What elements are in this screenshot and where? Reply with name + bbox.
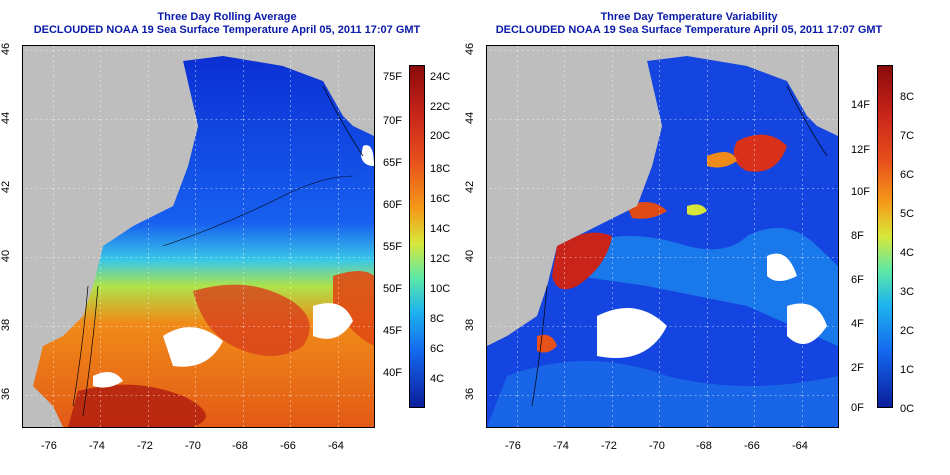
right-colorbar <box>877 65 893 408</box>
right-variability-map <box>486 45 839 428</box>
left-y-tick: 44 <box>0 111 13 125</box>
left-cbar-f-label: 70F <box>383 115 402 127</box>
left-cbar-c-label: 10C <box>430 283 451 295</box>
left-x-tick: -66 <box>280 440 296 452</box>
left-cbar-f-label: 50F <box>383 283 402 295</box>
right-cbar-c-label: 6C <box>900 169 915 181</box>
right-cbar-c-label: 1C <box>900 364 915 376</box>
right-cbar-f-label: 4F <box>851 318 864 330</box>
right-cbar-c-label: 0C <box>900 403 915 415</box>
right-cbar-f-label: 2F <box>851 362 864 374</box>
right-x-tick: -74 <box>553 440 569 452</box>
left-cbar-c-label: 24C <box>430 71 451 83</box>
left-title-line1: Three Day Rolling Average <box>157 11 297 23</box>
right-cbar-c-label: 5C <box>900 208 915 220</box>
left-cbar-c-label: 8C <box>430 313 445 325</box>
left-cbar-f-label: 45F <box>383 325 402 337</box>
left-cbar-c-label: 18C <box>430 163 451 175</box>
left-cbar-f-label: 65F <box>383 157 402 169</box>
left-cbar-c-label: 16C <box>430 193 451 205</box>
right-cbar-c-label: 2C <box>900 325 915 337</box>
left-y-tick: 40 <box>0 249 13 263</box>
left-x-tick: -64 <box>328 440 344 452</box>
right-y-tick: 46 <box>464 42 477 56</box>
right-cbar-f-label: 12F <box>851 144 870 156</box>
right-cbar-c-label: 3C <box>900 286 915 298</box>
left-cbar-c-label: 22C <box>430 101 451 113</box>
left-cbar-f-label: 55F <box>383 241 402 253</box>
right-x-tick: -64 <box>792 440 808 452</box>
right-y-tick: 44 <box>464 111 477 125</box>
right-y-tick: 42 <box>464 180 477 194</box>
right-cbar-f-label: 10F <box>851 186 870 198</box>
left-x-tick: -76 <box>41 440 57 452</box>
right-cbar-c-label: 8C <box>900 91 915 103</box>
right-x-tick: -68 <box>696 440 712 452</box>
right-cbar-f-label: 8F <box>851 230 864 242</box>
left-y-tick: 36 <box>0 387 13 401</box>
left-colorbar <box>409 65 425 408</box>
left-x-tick: -74 <box>89 440 105 452</box>
left-y-tick: 42 <box>0 180 13 194</box>
left-cbar-f-label: 60F <box>383 199 402 211</box>
right-title-line1: Three Day Temperature Variability <box>600 11 778 23</box>
left-cbar-c-label: 20C <box>430 130 451 142</box>
right-cbar-f-label: 0F <box>851 402 864 414</box>
right-cbar-f-label: 6F <box>851 274 864 286</box>
left-title-line2: DECLOUDED NOAA 19 Sea Surface Temperatur… <box>33 24 421 36</box>
left-y-tick: 38 <box>0 318 13 332</box>
left-cbar-f-label: 40F <box>383 367 402 379</box>
left-sst-map <box>22 45 375 428</box>
left-x-tick: -70 <box>185 440 201 452</box>
left-cbar-c-label: 12C <box>430 253 451 265</box>
right-cbar-c-label: 4C <box>900 247 915 259</box>
left-x-tick: -68 <box>232 440 248 452</box>
right-x-tick: -70 <box>649 440 665 452</box>
right-x-tick: -72 <box>601 440 617 452</box>
left-y-tick: 46 <box>0 42 13 56</box>
right-title-line2: DECLOUDED NOAA 19 Sea Surface Temperatur… <box>495 24 883 36</box>
left-x-tick: -72 <box>137 440 153 452</box>
right-y-tick: 38 <box>464 318 477 332</box>
right-x-tick: -66 <box>744 440 760 452</box>
right-x-tick: -76 <box>505 440 521 452</box>
left-cbar-f-label: 75F <box>383 71 402 83</box>
right-cbar-c-label: 7C <box>900 130 915 142</box>
left-cbar-c-label: 14C <box>430 223 451 235</box>
left-cbar-c-label: 4C <box>430 373 445 385</box>
right-y-tick: 40 <box>464 249 477 263</box>
left-cbar-c-label: 6C <box>430 343 445 355</box>
right-y-tick: 36 <box>464 387 477 401</box>
right-cbar-f-label: 14F <box>851 99 870 111</box>
